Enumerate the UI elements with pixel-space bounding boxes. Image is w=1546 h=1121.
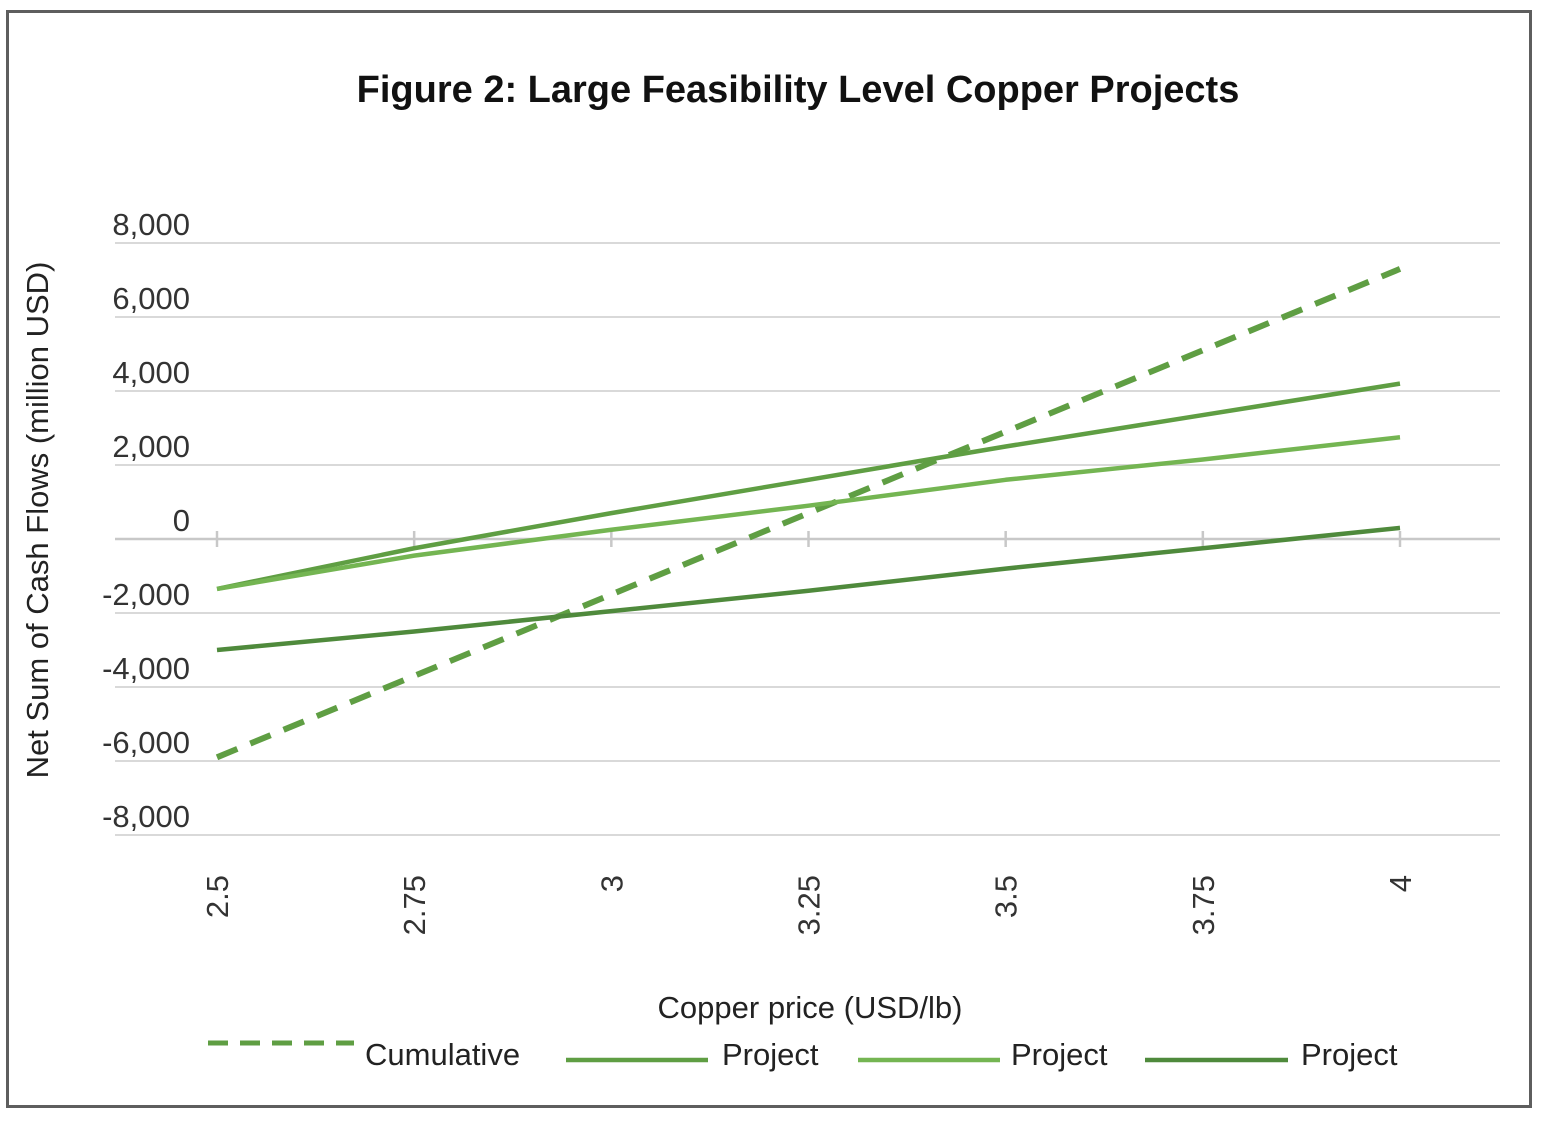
legend-label-4: Project — [1301, 1037, 1398, 1072]
x-axis-tick-labels: 2.5 2.75 3 3.25 3.5 3.75 4 — [200, 875, 1418, 935]
series-line-4 — [216, 525, 1401, 653]
y-tick-label: 0 — [173, 503, 190, 538]
x-tick-label: 4 — [1383, 875, 1418, 892]
x-axis — [115, 531, 1500, 547]
y-tick-label: -6,000 — [102, 725, 190, 760]
legend: Cumulative Project Project Project — [208, 1037, 1398, 1072]
y-tick-label: 2,000 — [112, 429, 190, 464]
y-tick-label: -8,000 — [102, 799, 190, 834]
series-line-3 — [216, 435, 1401, 592]
legend-label-3: Project — [1011, 1037, 1108, 1072]
x-tick-label: 3.75 — [1186, 875, 1221, 935]
chart-title: Figure 2: Large Feasibility Level Copper… — [357, 69, 1240, 111]
x-axis-title: Copper price (USD/lb) — [658, 990, 963, 1025]
y-tick-label: 4,000 — [112, 355, 190, 390]
y-tick-label: -2,000 — [102, 577, 190, 612]
x-tick-label: 3.5 — [989, 875, 1024, 918]
legend-label-2: Project — [722, 1037, 819, 1072]
y-tick-label: 8,000 — [112, 207, 190, 242]
x-tick-label: 3 — [594, 875, 629, 892]
y-tick-label: 6,000 — [112, 281, 190, 316]
series-line-2 — [216, 381, 1401, 592]
gridlines — [115, 242, 1500, 836]
x-tick-label: 3.25 — [792, 875, 827, 935]
legend-label-1: Cumulative — [365, 1037, 520, 1072]
y-axis-title: Net Sum of Cash Flows (million USD) — [20, 262, 55, 779]
x-tick-label: 2.75 — [397, 875, 432, 935]
series-line-1 — [215, 266, 1402, 761]
chart-frame — [6, 10, 1532, 1108]
x-tick-label: 2.5 — [200, 875, 235, 918]
y-axis-tick-labels: 8,000 6,000 4,000 2,000 0 -2,000 -4,000 -6,000 -… — [102, 207, 190, 834]
y-tick-label: -4,000 — [102, 651, 190, 686]
series-lines — [215, 266, 1402, 761]
